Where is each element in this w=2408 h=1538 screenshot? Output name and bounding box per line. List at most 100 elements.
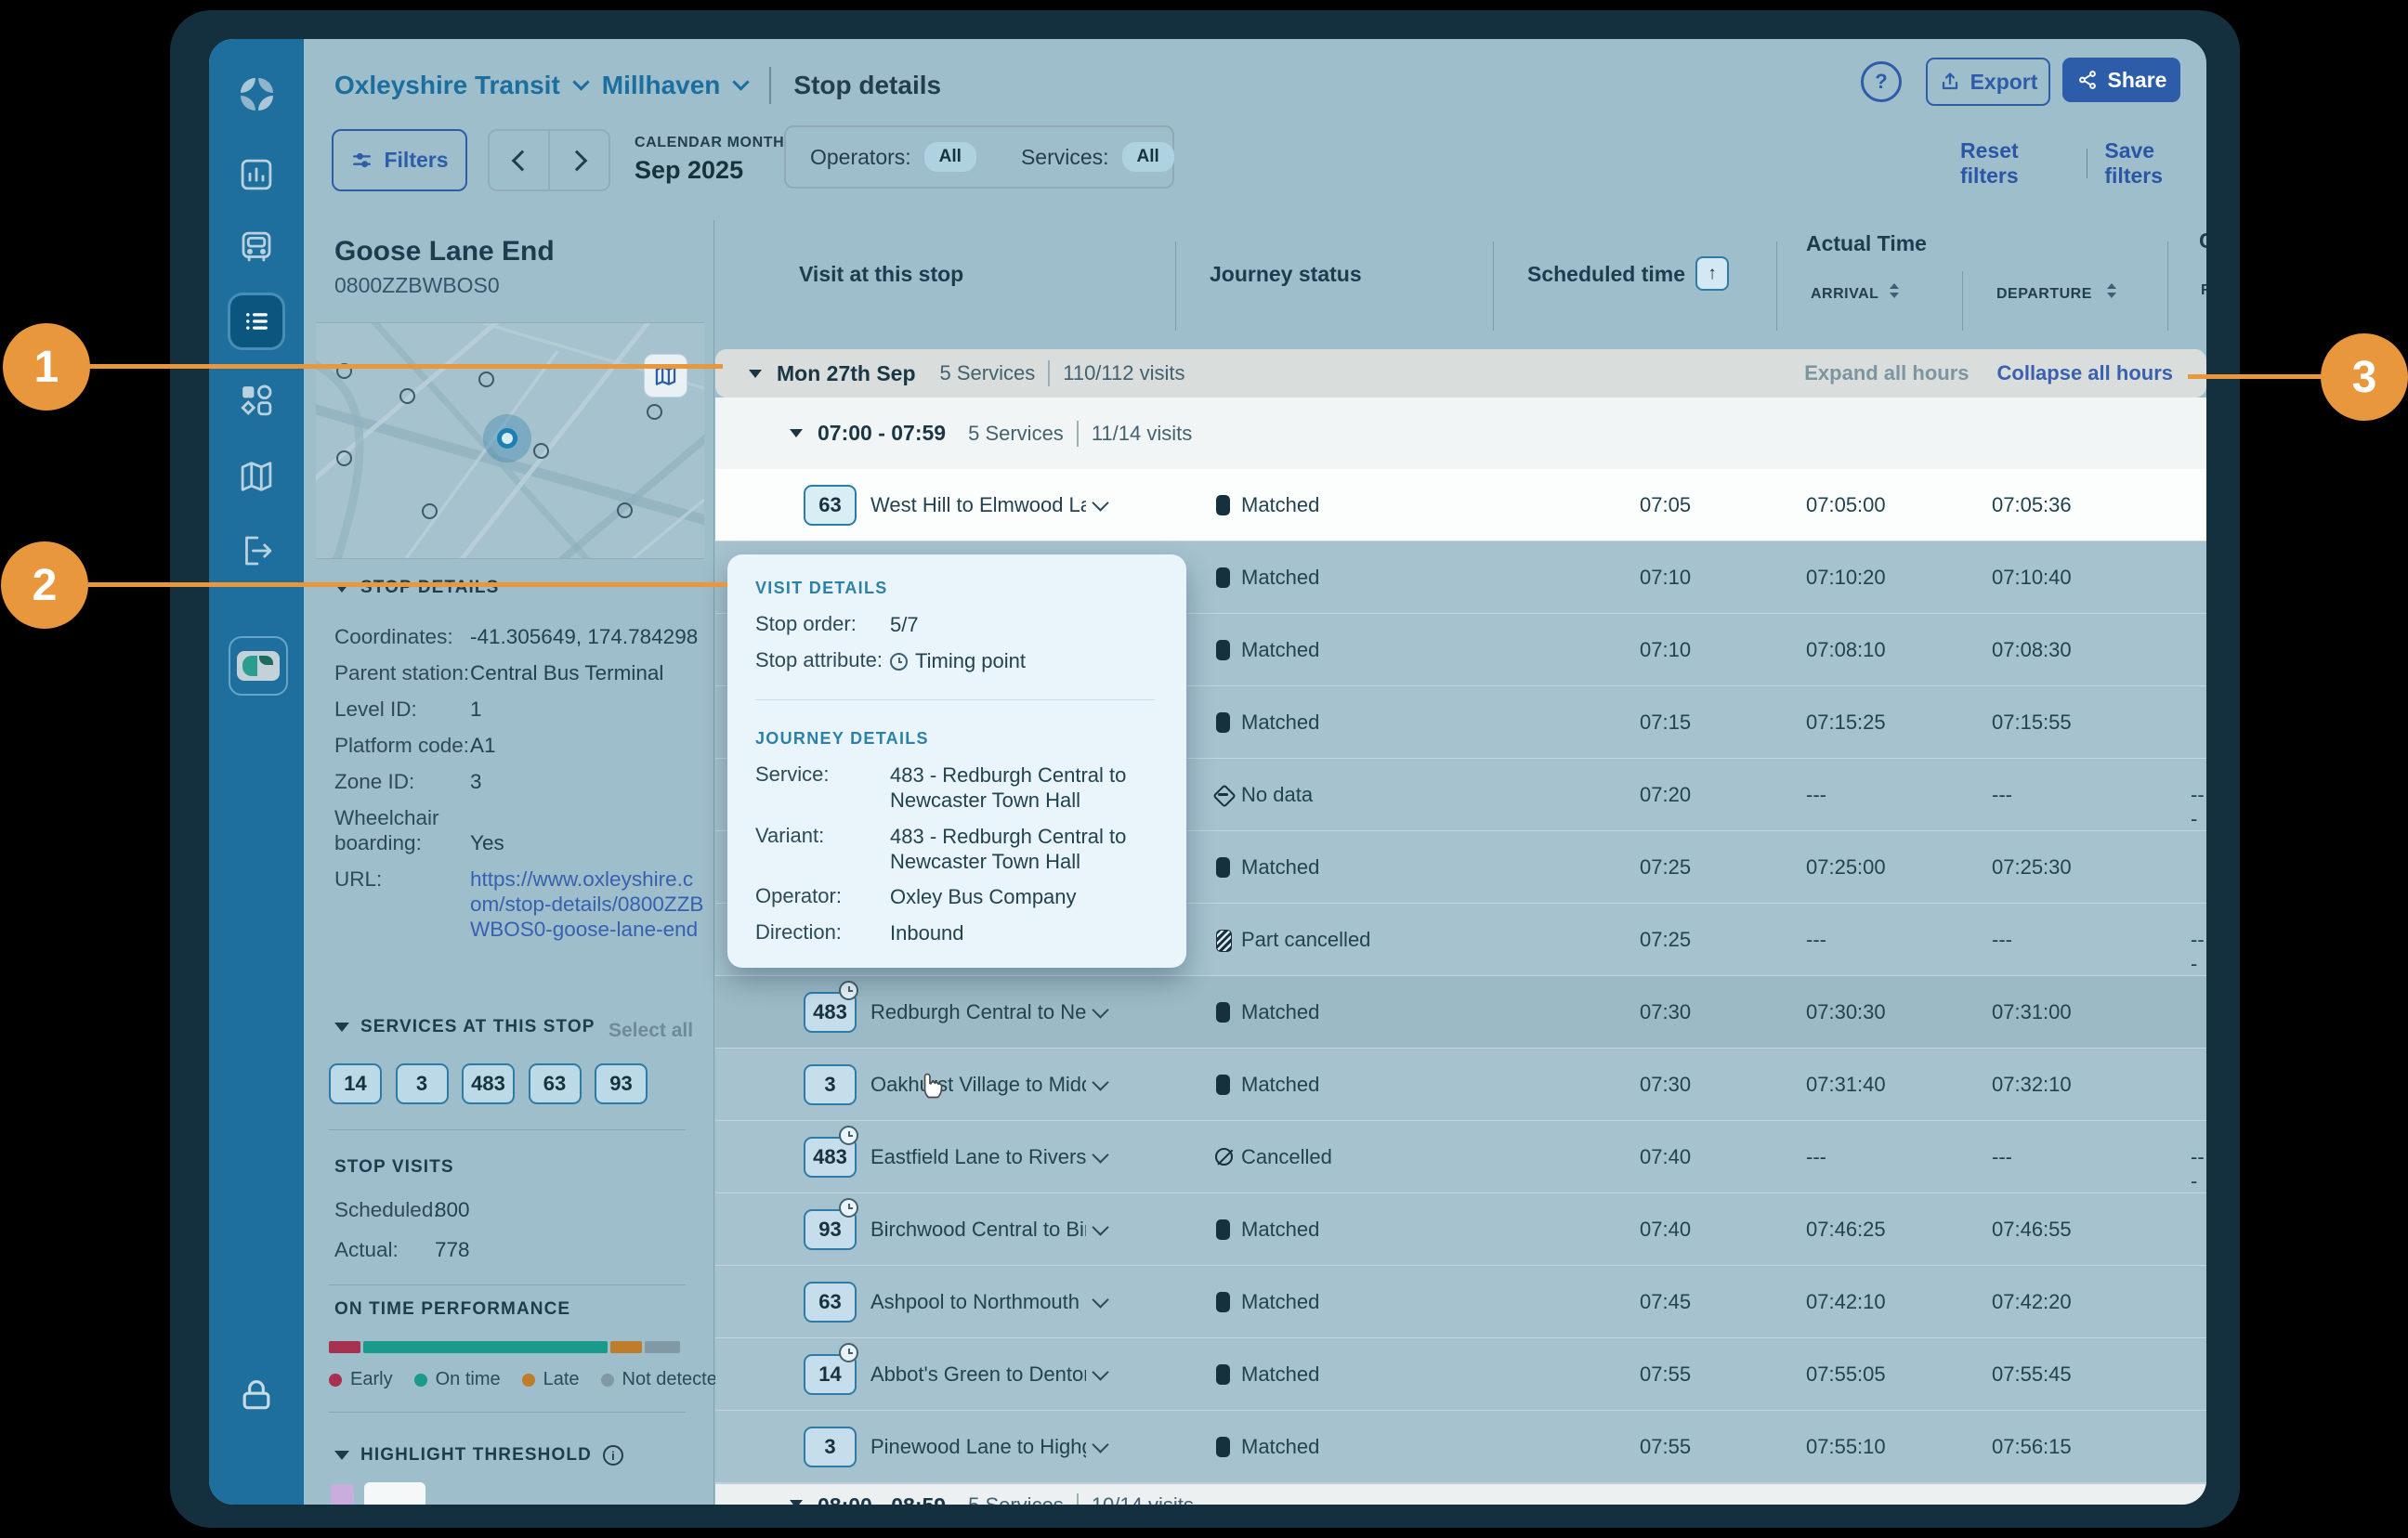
map-stop-marker[interactable] bbox=[647, 404, 662, 420]
visit-row[interactable]: 483Redburgh Central to New…Matched07:300… bbox=[715, 976, 2206, 1049]
divider bbox=[1048, 360, 1050, 386]
visit-row[interactable]: 93Birchwood Central to Birc…Matched07:40… bbox=[715, 1193, 2206, 1266]
service-chip-3[interactable]: 3 bbox=[396, 1063, 449, 1104]
chevron-down-icon[interactable] bbox=[1092, 1363, 1108, 1380]
chevron-down-icon[interactable] bbox=[1092, 1436, 1108, 1453]
bar-chart-icon[interactable] bbox=[209, 155, 304, 194]
operators-value-badge[interactable]: All bbox=[924, 142, 976, 172]
expand-all-hours-link[interactable]: Expand all hours bbox=[1804, 361, 1969, 385]
save-filters-link[interactable]: Save filters bbox=[2104, 138, 2206, 189]
service-chip-483[interactable]: 483 bbox=[462, 1063, 515, 1104]
day-collapse-caret-icon[interactable] bbox=[749, 370, 762, 378]
export-button[interactable]: Export bbox=[1926, 58, 2050, 106]
otp-legend-item: Not detected bbox=[601, 1369, 727, 1390]
map-stop-marker[interactable] bbox=[478, 371, 494, 387]
service-number-chip[interactable]: 63 bbox=[804, 485, 857, 526]
col-header-visit[interactable]: Visit at this stop bbox=[799, 262, 963, 287]
scheduled-time: 07:30 bbox=[1640, 1073, 1691, 1097]
chevron-down-icon[interactable] bbox=[1092, 1291, 1108, 1308]
field-label: Coordinates: bbox=[334, 624, 470, 649]
actual-arrival-time: 07:30:30 bbox=[1806, 1000, 1886, 1024]
service-chip-14[interactable]: 14 bbox=[329, 1063, 382, 1104]
hour-collapse-caret-icon[interactable] bbox=[790, 429, 803, 437]
direction-value: Inbound bbox=[890, 920, 1156, 945]
visit-row[interactable]: 63West Hill to Elmwood Lan…Matched07:050… bbox=[715, 469, 2206, 541]
breadcrumb-org[interactable]: Oxleyshire Transit bbox=[334, 71, 560, 100]
stop-details-section-header[interactable]: STOP DETAILS bbox=[334, 578, 499, 598]
col-header-arrival[interactable]: ARRIVAL bbox=[1811, 286, 1878, 303]
stop-map[interactable] bbox=[316, 322, 704, 559]
info-icon[interactable]: i bbox=[603, 1445, 623, 1466]
divider bbox=[1077, 1493, 1079, 1505]
services-value-badge[interactable]: All bbox=[1122, 142, 1174, 172]
services-section-header[interactable]: SERVICES AT THIS STOP bbox=[334, 1017, 595, 1037]
status-matched-icon bbox=[1216, 1437, 1230, 1457]
chevron-down-icon[interactable] bbox=[1092, 494, 1108, 511]
next-month-button[interactable] bbox=[550, 131, 609, 189]
chevron-down-icon[interactable] bbox=[1092, 1219, 1108, 1235]
service-number-chip[interactable]: 3 bbox=[804, 1064, 857, 1105]
select-all-link[interactable]: Select all bbox=[609, 1020, 693, 1042]
map-stop-marker[interactable] bbox=[336, 450, 352, 466]
service-number-chip[interactable]: 3 bbox=[804, 1427, 857, 1467]
chevron-down-icon[interactable] bbox=[1092, 1146, 1108, 1163]
map-toggle-button[interactable] bbox=[644, 354, 687, 398]
stop-url-link[interactable]: https://www.oxleyshire.com/stop-details/… bbox=[470, 867, 704, 942]
filters-button[interactable]: Filters bbox=[332, 129, 467, 191]
service-chip-63[interactable]: 63 bbox=[529, 1063, 582, 1104]
annotation-line-3 bbox=[2188, 374, 2323, 379]
prev-month-button[interactable] bbox=[490, 131, 550, 189]
chevron-down-icon[interactable] bbox=[572, 73, 589, 90]
lock-icon[interactable] bbox=[209, 1375, 304, 1415]
service-number-chip[interactable]: 63 bbox=[804, 1282, 857, 1323]
next-hour-group-row[interactable]: 08:00 - 08:59 5 Services 10/14 visits bbox=[715, 1483, 2206, 1505]
operators-label: Operators: bbox=[810, 145, 911, 170]
service-label: Service: bbox=[755, 762, 829, 787]
logout-icon[interactable] bbox=[209, 531, 304, 570]
chevron-down-icon[interactable] bbox=[733, 73, 750, 90]
stop-visits-row: Scheduled:800 bbox=[334, 1198, 470, 1222]
help-button[interactable]: ? bbox=[1861, 61, 1902, 102]
arrival-sort-icon[interactable] bbox=[1889, 282, 1900, 299]
visit-row[interactable]: 3Pinewood Lane to Highg…Matched07:5507:5… bbox=[715, 1411, 2206, 1483]
departure-sort-icon[interactable] bbox=[2106, 282, 2117, 299]
day-label: Mon 27th Sep bbox=[777, 361, 916, 386]
chevron-down-icon[interactable] bbox=[1092, 1001, 1108, 1018]
scheduled-sort-button[interactable]: ↑ bbox=[1695, 256, 1729, 291]
service-value: 483 - Redburgh Central to Newcaster Town… bbox=[890, 762, 1156, 813]
share-button[interactable]: Share bbox=[2062, 58, 2180, 102]
chevron-down-icon[interactable] bbox=[1092, 1074, 1108, 1090]
shapes-grid-icon[interactable] bbox=[209, 381, 304, 420]
visit-row[interactable]: 483Eastfield Lane to Riversid…Cancelled0… bbox=[715, 1121, 2206, 1193]
stop-detail-field: Coordinates:-41.305649, 174.784298 bbox=[334, 624, 704, 649]
app-tile-icon[interactable] bbox=[229, 636, 288, 696]
collapse-caret-icon bbox=[334, 1451, 349, 1460]
day-services: 5 Services bbox=[940, 361, 1036, 385]
collapse-all-hours-link[interactable]: Collapse all hours bbox=[1997, 361, 2174, 385]
hour-collapse-caret-icon[interactable] bbox=[790, 1500, 803, 1505]
map-stop-marker[interactable] bbox=[399, 388, 415, 404]
map-stop-marker[interactable] bbox=[533, 443, 549, 459]
map-stop-marker[interactable] bbox=[422, 503, 438, 519]
map-icon[interactable] bbox=[209, 457, 304, 496]
visit-row[interactable]: 63Ashpool to Northmouth S…Matched07:4507… bbox=[715, 1266, 2206, 1338]
col-header-scheduled-time[interactable]: Scheduled time bbox=[1527, 262, 1685, 287]
col-header-departure[interactable]: DEPARTURE bbox=[1996, 286, 2092, 303]
highlight-threshold-header[interactable]: HIGHLIGHT THRESHOLD i bbox=[334, 1445, 623, 1466]
breadcrumb-region[interactable]: Millhaven bbox=[602, 71, 721, 100]
bus-icon[interactable] bbox=[209, 228, 304, 267]
stop-detail-field: Platform code:A1 bbox=[334, 733, 704, 758]
col-header-journey-status[interactable]: Journey status bbox=[1210, 262, 1362, 287]
visit-row[interactable]: 14Abbot's Green to Denton…Matched07:5507… bbox=[715, 1338, 2206, 1411]
scheduled-time: 07:10 bbox=[1640, 638, 1691, 662]
day-group-row[interactable]: Mon 27th Sep 5 Services 110/112 visits E… bbox=[715, 349, 2206, 398]
reset-filters-link[interactable]: Reset filters bbox=[1960, 138, 2070, 189]
route-name: Ashpool to Northmouth S… bbox=[870, 1290, 1086, 1314]
map-selected-stop-marker[interactable] bbox=[483, 414, 531, 463]
sidebar-item-stop-list-active[interactable] bbox=[230, 295, 282, 347]
service-chip-93[interactable]: 93 bbox=[595, 1063, 648, 1104]
threshold-value-field[interactable] bbox=[364, 1482, 425, 1505]
hour-group-row[interactable]: 07:00 - 07:59 5 Services 11/14 visits bbox=[715, 398, 2206, 469]
threshold-color-chip[interactable] bbox=[331, 1484, 354, 1505]
map-stop-marker[interactable] bbox=[617, 502, 633, 518]
